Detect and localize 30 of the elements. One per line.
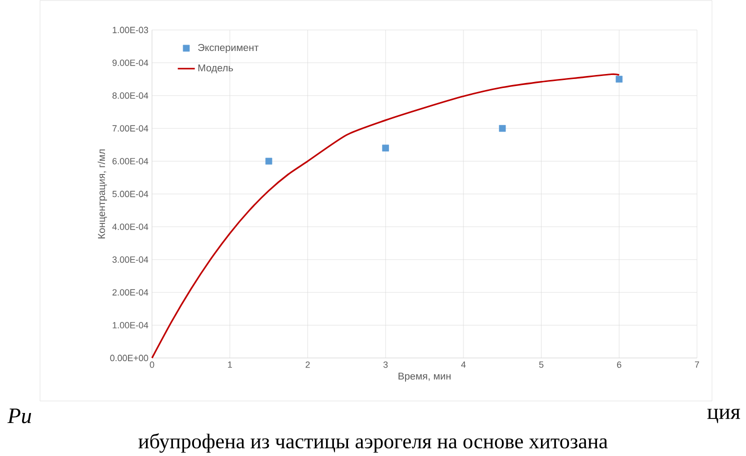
text: Ри: [7, 408, 32, 424]
y-tick-label: 8.00E-04: [112, 92, 148, 99]
x-tick-label: 4: [461, 362, 466, 368]
x-tick-label: 2: [306, 362, 310, 368]
y-tick-label: 7.00E-04: [112, 125, 148, 132]
y-tick-label: 9.00E-04: [112, 60, 148, 66]
point: [265, 158, 272, 165]
point: [498, 125, 506, 132]
text: ция: [707, 408, 740, 424]
x-tick-label: 7: [694, 362, 700, 368]
x-tick-label: 0: [150, 362, 154, 368]
y-tick-label: 0.00E+00: [110, 354, 148, 362]
y-axis-title: Концентрация, г/мл: [98, 149, 108, 238]
text: ибупрофена из частицы аэрогеля на основе хитозана: [138, 433, 608, 453]
x-axis-title: Время, мин: [398, 372, 451, 382]
legend-label: Модель: [198, 64, 233, 74]
y-tick-label: 5.00E-04: [112, 190, 148, 198]
y-tick-label: 4.00E-04: [112, 224, 148, 230]
x-tick-label: 3: [383, 362, 388, 368]
y-tick-label: 1.00E-03: [112, 26, 148, 34]
point: [616, 76, 623, 83]
y-tick-label: 3.00E-04: [112, 256, 148, 263]
x-tick-label: 5: [539, 362, 544, 368]
x-tick-label: 6: [617, 362, 622, 368]
y-tick-label: 2.00E-04: [112, 289, 148, 296]
y-tick-label: 6.00E-04: [112, 158, 148, 164]
y-tick-label: 1.00E-04: [112, 322, 148, 328]
x-tick-label: 1: [228, 362, 232, 368]
point: [382, 144, 389, 152]
legend-label: Эксперимент: [198, 44, 259, 54]
